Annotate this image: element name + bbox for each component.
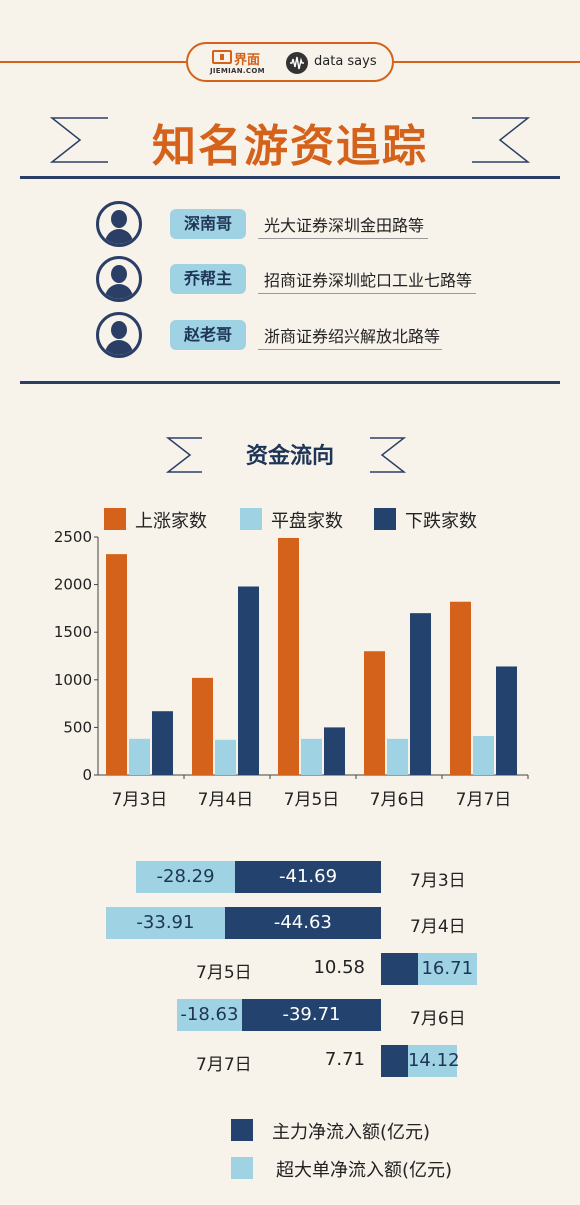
x-tick-label: 7月3日	[112, 790, 168, 810]
brand-badge: 界面 JIEMIAN.COM data says	[186, 42, 394, 82]
section-title: 资金流向	[245, 444, 334, 469]
investor-name: 深南哥	[170, 209, 246, 239]
value-label-super: -18.63	[180, 1004, 239, 1025]
x-tick-label: 7月5日	[284, 790, 340, 810]
avatar-icon	[96, 201, 142, 247]
legend-label-up: 上涨家数	[135, 511, 207, 532]
section-divider	[20, 381, 560, 384]
bar-up	[278, 537, 299, 775]
investor-name: 赵老哥	[170, 320, 246, 350]
category-label: 7月3日	[410, 871, 466, 891]
bar-down	[238, 586, 259, 775]
investor-name: 乔帮主	[170, 264, 246, 294]
bar-main	[224, 907, 381, 939]
bar-down	[496, 666, 517, 775]
bar-down	[152, 711, 173, 775]
value-label-super: 14.12	[407, 1050, 460, 1071]
broker-underline	[258, 349, 442, 350]
bar-super	[407, 1045, 458, 1077]
category-label: 7月7日	[196, 1055, 252, 1075]
jiemian-logo: 界面 JIEMIAN.COM	[210, 49, 266, 77]
legend-swatch-super	[231, 1157, 253, 1179]
bar-up	[192, 677, 213, 775]
value-label-main: 7.71	[324, 1049, 365, 1070]
legend-swatch-flat	[240, 508, 262, 530]
bar-super	[106, 907, 225, 939]
bar-super	[418, 953, 477, 985]
y-tick-label: 2500	[54, 528, 92, 546]
legend-swatch-down	[374, 508, 396, 530]
bar-flat	[301, 738, 322, 775]
y-tick-label: 2000	[54, 576, 92, 594]
bar-down	[410, 613, 431, 775]
bar-super	[136, 861, 236, 893]
value-label-main: -39.71	[282, 1004, 341, 1025]
header-rule-right	[394, 61, 580, 63]
avatar-icon	[96, 312, 142, 358]
value-label-super: 16.71	[421, 958, 474, 979]
bar-main	[235, 861, 381, 893]
broker-underline	[258, 238, 428, 239]
bar-up	[364, 651, 385, 775]
bar-flat	[473, 735, 494, 775]
investor-broker: 浙商证券绍兴解放北路等	[264, 327, 441, 346]
datasays-text: data says	[314, 54, 377, 69]
title-ribbon	[50, 117, 530, 163]
value-label-main: 10.58	[313, 957, 365, 978]
section-ribbon	[166, 437, 406, 473]
x-tick-label: 7月4日	[198, 790, 254, 810]
category-label: 7月6日	[410, 1009, 466, 1029]
category-label: 7月5日	[196, 963, 252, 983]
bar-main	[381, 953, 419, 985]
bar-down	[324, 727, 345, 775]
investor-broker: 光大证券深圳金田路等	[264, 216, 425, 235]
broker-underline	[258, 293, 476, 294]
bar-up	[450, 601, 471, 775]
header-rule-left	[0, 61, 186, 63]
legend-label-super: 超大单净流入额(亿元)	[276, 1160, 453, 1181]
value-label-super: -33.91	[136, 912, 195, 933]
datasays-wave-icon	[286, 52, 308, 74]
category-label: 7月4日	[410, 917, 466, 937]
breadth-bar-chart: 0 500 1000 1500 2000 2500 7月3日 7月4日 7月5日 7月6日 7月7日	[54, 528, 529, 810]
value-label-super: -28.29	[156, 866, 215, 887]
investor-broker: 招商证券深圳蛇口工业七路等	[264, 271, 473, 290]
bar-flat	[215, 739, 236, 775]
legend-label-flat: 平盘家数	[271, 511, 343, 532]
y-tick-label: 500	[63, 718, 92, 736]
jiemian-cn-text: 界面	[234, 53, 261, 68]
bar-main	[381, 1045, 408, 1077]
bar-up	[106, 554, 127, 775]
legend-label-main: 主力净流入额(亿元)	[272, 1122, 431, 1143]
legend-swatch-main	[231, 1119, 253, 1141]
y-tick-label: 1000	[54, 671, 92, 689]
y-tick-label: 0	[82, 766, 92, 784]
avatar-icon	[96, 256, 142, 302]
bar-main	[242, 999, 381, 1031]
bar-flat	[129, 738, 150, 775]
page-title: 知名游资追踪	[152, 121, 428, 172]
legend-swatch-up	[104, 508, 126, 530]
title-underline	[20, 176, 560, 179]
value-label-main: -44.63	[273, 912, 332, 933]
legend-label-down: 下跌家数	[405, 511, 477, 532]
jiemian-mark-icon	[212, 50, 232, 64]
bar-super	[176, 999, 242, 1031]
x-tick-label: 7月7日	[456, 790, 512, 810]
y-tick-label: 1500	[54, 623, 92, 641]
jiemian-en-text: JIEMIAN.COM	[210, 67, 265, 75]
x-tick-label: 7月6日	[370, 790, 426, 810]
value-label-main: -41.69	[279, 866, 338, 887]
bar-flat	[387, 738, 408, 775]
